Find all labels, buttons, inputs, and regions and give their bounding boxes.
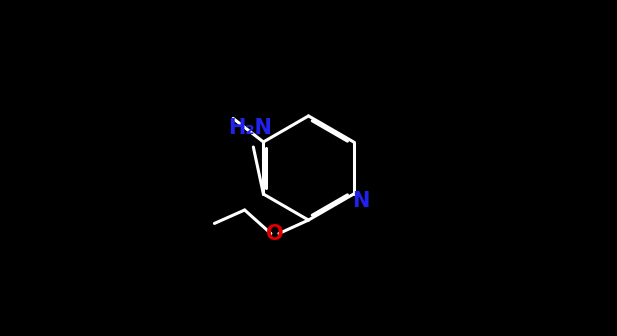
Text: H₂N: H₂N <box>228 118 272 138</box>
Text: N: N <box>352 192 370 211</box>
Text: O: O <box>266 223 284 244</box>
